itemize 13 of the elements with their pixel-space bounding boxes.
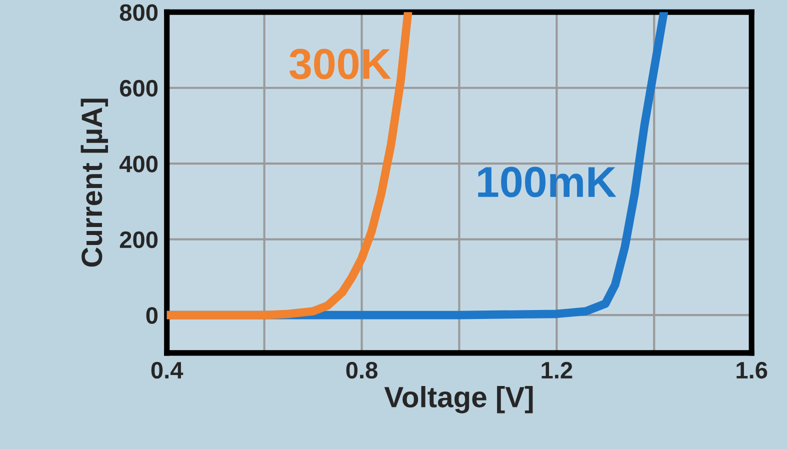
series-label: 300K — [289, 48, 391, 80]
y-tick-label: 200 — [120, 231, 158, 248]
x-tick-label: 1.2 — [542, 362, 572, 378]
x-axis-title: Voltage [V] — [384, 386, 533, 414]
x-tick-label: 0.4 — [151, 362, 184, 379]
y-axis-title: Current [µA] — [80, 98, 108, 267]
x-tick-label: 0.8 — [346, 362, 378, 379]
series-label: 100mK — [478, 166, 616, 198]
y-tick-label: 600 — [120, 80, 158, 97]
x-tick-label: 1.6 — [736, 362, 768, 379]
y-tick-label: 800 — [120, 4, 158, 21]
y-tick-label: 0 — [146, 307, 158, 324]
y-tick-label: 400 — [119, 156, 158, 172]
